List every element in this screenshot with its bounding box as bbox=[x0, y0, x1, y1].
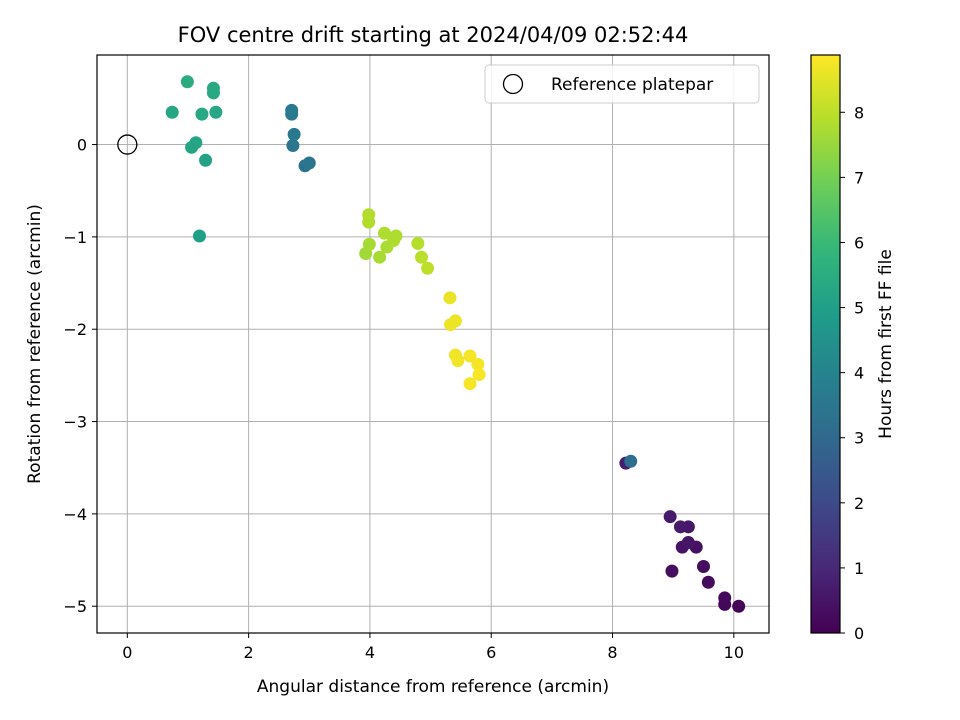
x-tick-label: 10 bbox=[724, 643, 744, 662]
data-point bbox=[732, 599, 746, 613]
plot-area-frame bbox=[96, 54, 770, 634]
colorbar-tick-label: 8 bbox=[854, 103, 864, 122]
reference-layer bbox=[117, 134, 138, 155]
x-tick-label: 4 bbox=[365, 643, 375, 662]
data-point bbox=[673, 520, 687, 534]
colorbar-tick-label: 7 bbox=[854, 168, 864, 187]
data-point bbox=[209, 105, 223, 119]
data-point bbox=[448, 314, 462, 328]
colorbar-tick-label: 1 bbox=[854, 559, 864, 578]
data-point bbox=[389, 229, 403, 243]
data-point bbox=[377, 226, 391, 240]
data-point bbox=[362, 237, 376, 251]
colorbar-frame bbox=[810, 54, 841, 634]
colorbar-tick-label: 3 bbox=[854, 429, 864, 448]
data-point bbox=[663, 510, 677, 524]
y-tick-label: −2 bbox=[63, 320, 87, 339]
colorbar-ticks: 0 1 2 3 4 5 6 7 8 bbox=[840, 103, 864, 643]
data-point bbox=[192, 229, 206, 243]
data-point bbox=[373, 250, 387, 264]
chart-title: FOV centre drift starting at 2024/04/09 … bbox=[178, 23, 689, 47]
data-point bbox=[451, 354, 465, 368]
data-point bbox=[624, 454, 638, 468]
data-point bbox=[665, 564, 679, 578]
data-point bbox=[286, 138, 300, 152]
data-point bbox=[696, 560, 710, 574]
data-point bbox=[285, 103, 299, 117]
legend: Reference platepar bbox=[484, 64, 760, 104]
colorbar-tick-label: 5 bbox=[854, 299, 864, 318]
colorbar-tick-label: 6 bbox=[854, 233, 864, 252]
y-ticks: 0 −1 −2 −3 −4 −5 bbox=[63, 136, 97, 616]
colorbar bbox=[811, 55, 840, 633]
y-tick-label: 0 bbox=[77, 136, 87, 155]
data-point bbox=[189, 136, 203, 150]
data-point bbox=[472, 367, 486, 381]
y-tick-label: −1 bbox=[63, 228, 87, 247]
x-ticks: 0 2 4 6 8 10 bbox=[122, 633, 744, 662]
y-tick-label: −4 bbox=[63, 505, 87, 524]
y-axis-label: Rotation from reference (arcmin) bbox=[25, 204, 45, 484]
data-point bbox=[362, 208, 376, 222]
data-point bbox=[443, 291, 457, 305]
data-point bbox=[471, 357, 485, 371]
data-point bbox=[287, 127, 301, 141]
x-tick-label: 2 bbox=[244, 643, 254, 662]
x-tick-label: 6 bbox=[486, 643, 496, 662]
data-point bbox=[302, 156, 316, 170]
colorbar-tick-label: 0 bbox=[854, 624, 864, 643]
data-point bbox=[195, 107, 209, 121]
data-point bbox=[701, 575, 715, 589]
data-point bbox=[411, 236, 425, 250]
data-point bbox=[180, 75, 194, 89]
data-point bbox=[421, 261, 435, 275]
data-point bbox=[165, 105, 179, 119]
data-point bbox=[463, 349, 477, 363]
y-tick-label: −3 bbox=[63, 413, 87, 432]
reference-platepar-marker bbox=[117, 134, 138, 155]
legend-box bbox=[484, 64, 760, 104]
colorbar-tick-label: 4 bbox=[854, 364, 864, 383]
x-axis-label: Angular distance from reference (arcmin) bbox=[257, 677, 609, 697]
x-tick-label: 8 bbox=[607, 643, 617, 662]
legend-reference-marker bbox=[502, 73, 524, 95]
legend-entry-label: Reference platepar bbox=[551, 75, 713, 95]
data-point bbox=[206, 81, 220, 95]
data-points bbox=[165, 75, 746, 613]
data-point bbox=[199, 153, 213, 167]
x-tick-label: 0 bbox=[122, 643, 132, 662]
y-tick-label: −5 bbox=[63, 597, 87, 616]
data-point bbox=[463, 377, 477, 391]
data-point bbox=[414, 250, 428, 264]
colorbar-tick-label: 2 bbox=[854, 494, 864, 513]
data-point bbox=[681, 536, 695, 550]
data-point bbox=[718, 591, 732, 605]
colorbar-label: Hours from first FF file bbox=[876, 249, 896, 439]
grid bbox=[97, 55, 769, 633]
